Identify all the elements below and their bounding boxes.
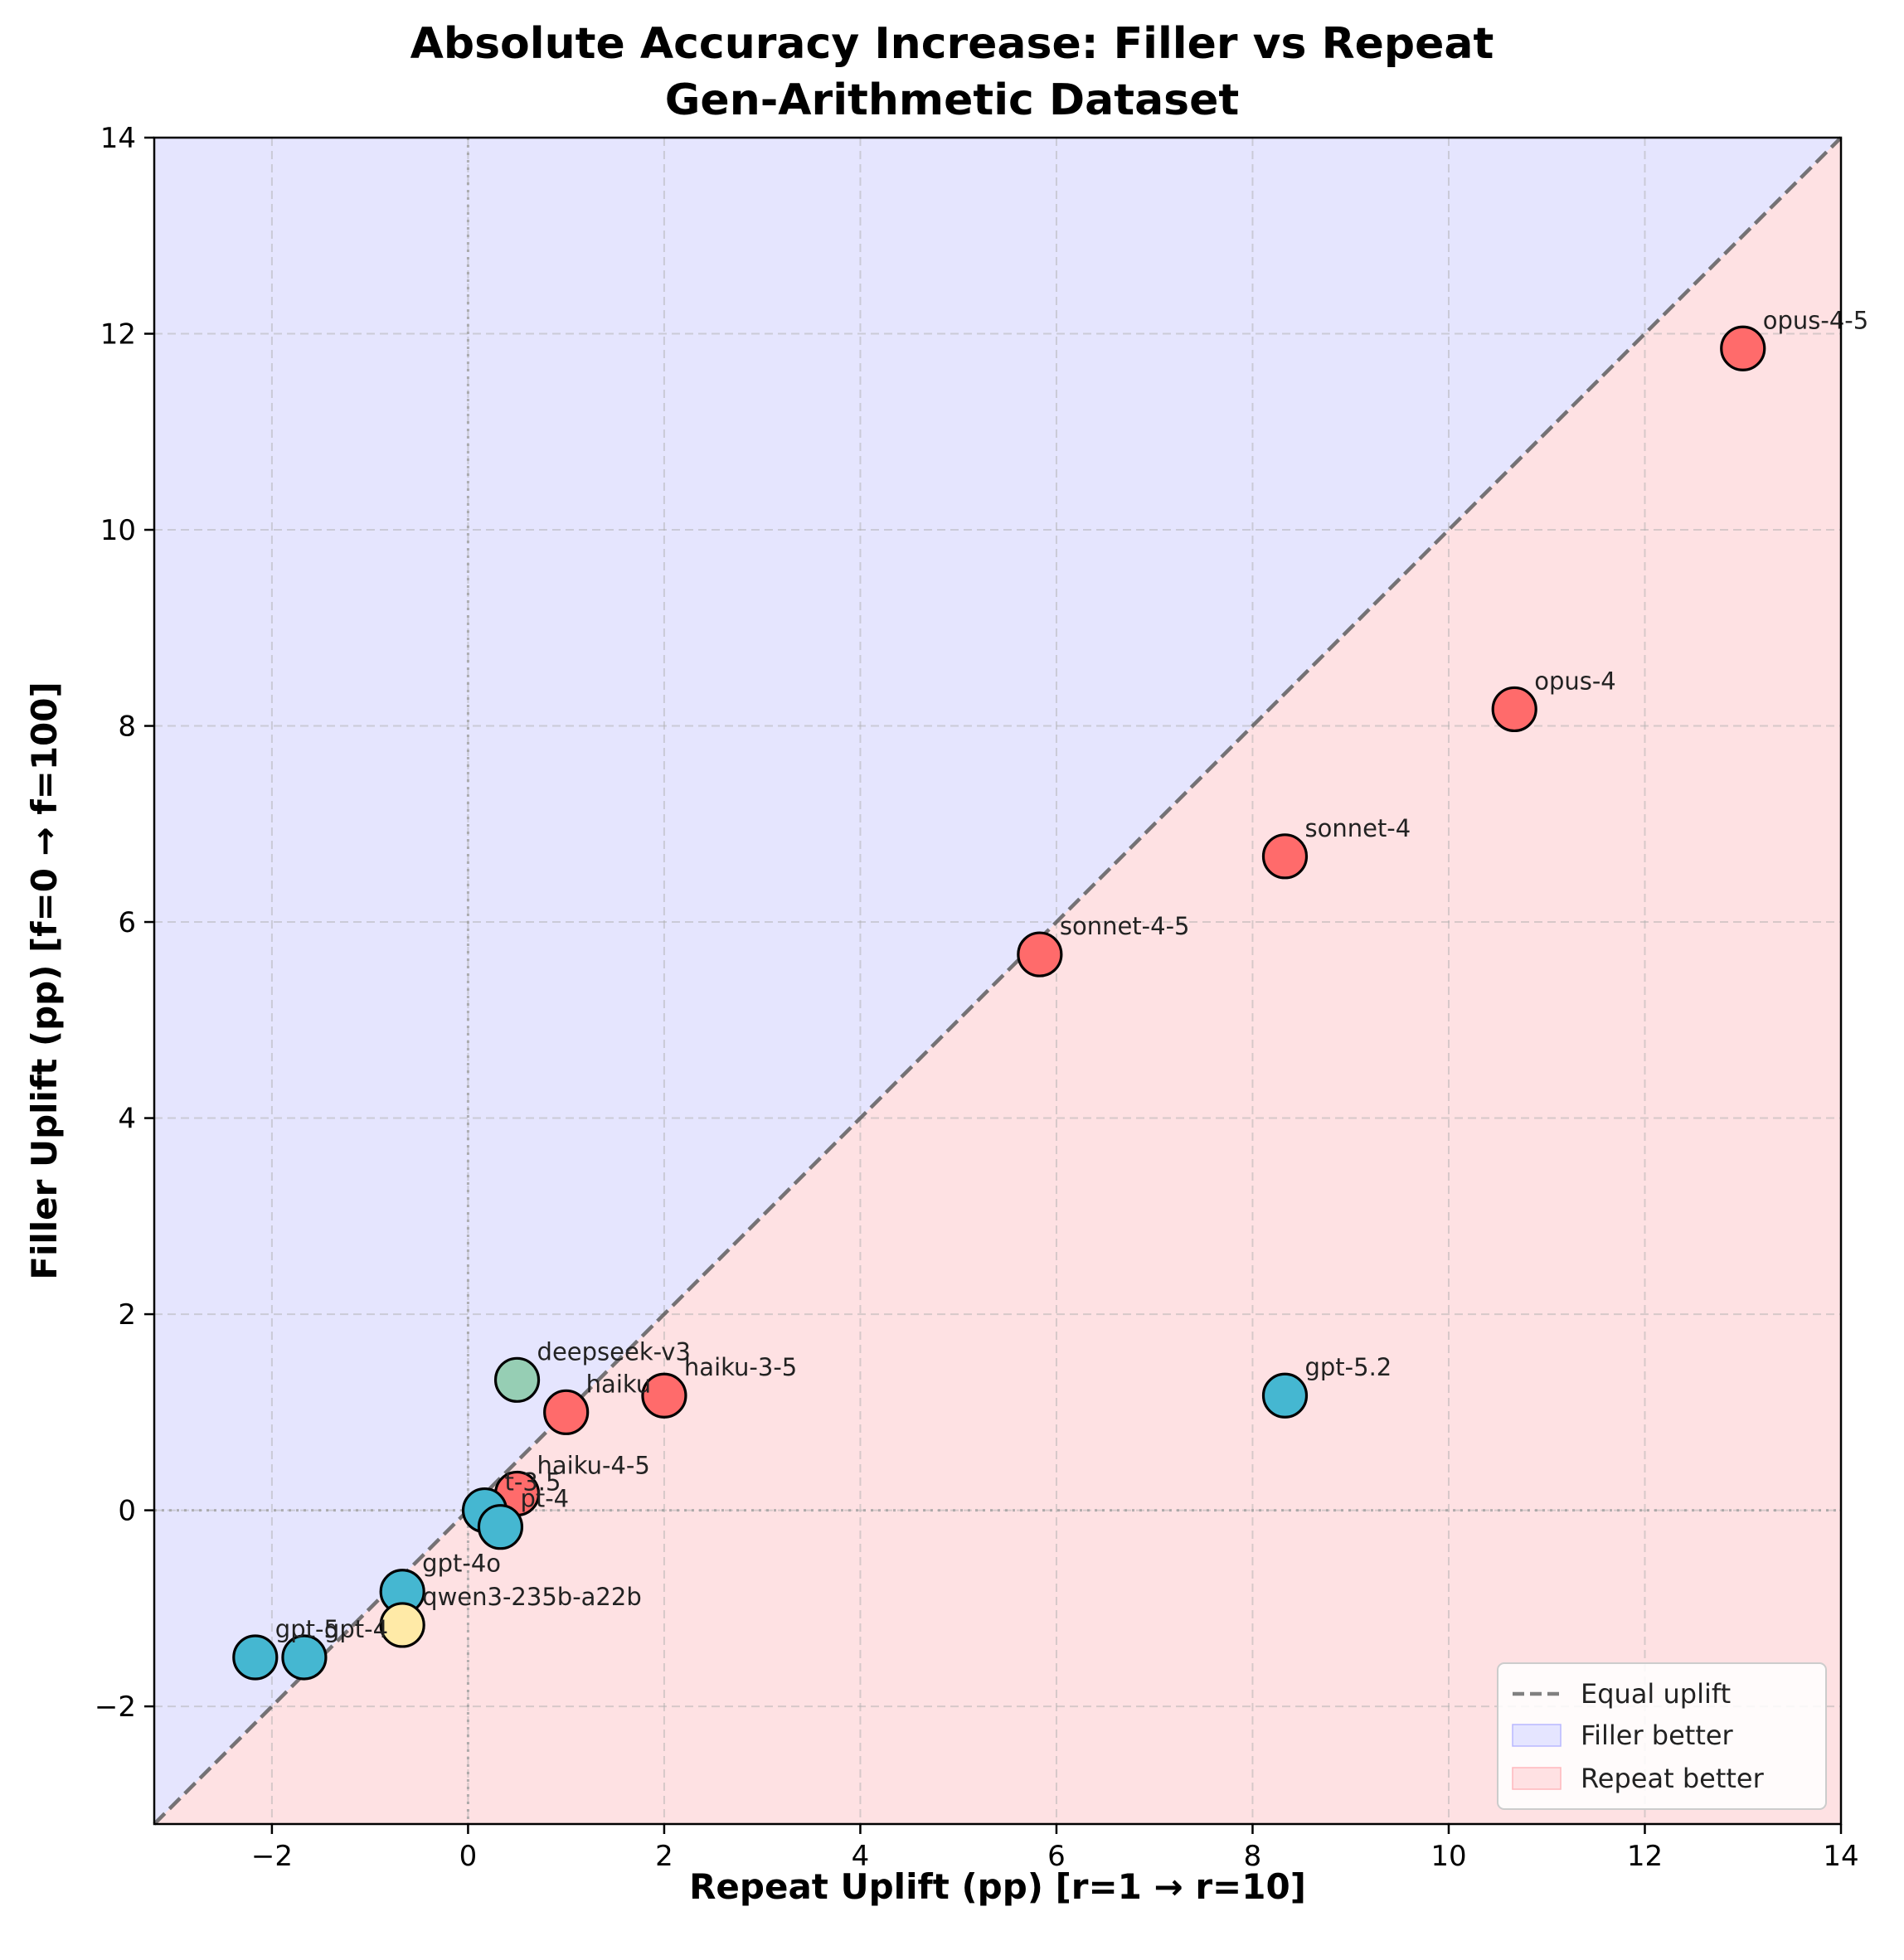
point-label-opus-4: opus-4: [1534, 667, 1616, 695]
chart-subtitle: Gen-Arithmetic Dataset: [665, 75, 1239, 125]
legend: Equal uplift Filler better Repeat better: [1497, 1662, 1827, 1810]
legend-box: [1497, 1662, 1827, 1810]
y-tick-label: 0: [118, 1495, 136, 1528]
plot-frame: [153, 136, 1843, 1826]
y-tick-label: 12: [100, 318, 136, 352]
x-tick-label: 10: [1430, 1840, 1466, 1873]
y-tick-label: −2: [95, 1691, 136, 1724]
point-label-qwen3-235b-a22b: qwen3-235b-a22b: [422, 1583, 642, 1611]
y-tick-label: 6: [118, 906, 136, 939]
data-point-gpt-4: [281, 1634, 328, 1681]
point-label-gpt-4o: gpt-4o: [422, 1550, 501, 1578]
data-point-haiku-3-5: [641, 1372, 687, 1419]
data-point-sonnet-4: [1261, 833, 1309, 880]
point-label-gpt-5.2: gpt-5.2: [1304, 1353, 1392, 1381]
point-label-opus-4-5: opus-4-5: [1763, 306, 1868, 334]
legend-filler-better-label: Filler better: [1581, 1720, 1734, 1751]
grid: [154, 137, 1842, 1824]
data-point-opus-4: [1491, 686, 1537, 733]
data-point-opus-4-5: [1720, 325, 1766, 371]
x-tick-label: 14: [1823, 1840, 1858, 1873]
point-label-t-3.5: t-3.5: [505, 1468, 561, 1497]
data-point-deepseek-v3: [493, 1356, 541, 1403]
x-tick-label: 12: [1627, 1840, 1663, 1873]
legend-repeat-better-swatch: [1512, 1767, 1562, 1790]
x-tick-label: 2: [655, 1840, 673, 1873]
point-label-haiku-4-5: haiku-4-5: [537, 1451, 650, 1479]
point-label-gpt-4: gpt-4: [324, 1615, 388, 1643]
y-tick-label: 14: [100, 122, 136, 155]
x-tick-label: 6: [1047, 1840, 1066, 1873]
y-tick-label: 2: [118, 1298, 136, 1332]
axis-ticks: −2 0 2 4 6 8 10 12 14 −2 0 2 4 6 8 10 12 14: [95, 122, 1859, 1873]
legend-filler-better-swatch: [1512, 1724, 1562, 1747]
y-axis-label: Filler Uplift (pp) [f=0 → f=100]: [24, 682, 65, 1279]
data-point-gpt-5: [232, 1634, 279, 1681]
x-tick-label: 0: [459, 1840, 478, 1873]
point-label-haiku: haiku: [586, 1370, 652, 1398]
equal-uplift-line: [153, 136, 1843, 1826]
point-label-gpt-5: gpt-5: [275, 1615, 339, 1643]
x-tick-label: 8: [1244, 1840, 1262, 1873]
point-label-sonnet-4-5: sonnet-4-5: [1060, 912, 1190, 940]
chart-title: Absolute Accuracy Increase: Filler vs Re…: [410, 19, 1494, 69]
y-tick-label: 8: [118, 711, 136, 744]
data-point-qwen3-235b-a22b: [379, 1602, 425, 1648]
point-labels: opus-4-5 opus-4 sonnet-4 sonnet-4-5 gpt-5.2 d…: [275, 306, 1868, 1643]
x-tick-label: 4: [852, 1840, 870, 1873]
y-tick-label: 10: [100, 514, 136, 547]
point-label-sonnet-4: sonnet-4: [1304, 814, 1411, 842]
y-tick-label: 4: [118, 1103, 136, 1136]
data-point-gpt-5.2: [1261, 1372, 1309, 1419]
data-point-pt-4: [477, 1504, 524, 1550]
data-points: [232, 325, 1766, 1681]
point-label-deepseek-v3: deepseek-v3: [537, 1337, 691, 1366]
plot-area: opus-4-5 opus-4 sonnet-4 sonnet-4-5 gpt-5.2 d…: [153, 136, 1868, 1826]
point-label-pt-4: pt-4: [520, 1485, 569, 1513]
data-point-sonnet-4-5: [1017, 931, 1063, 978]
x-tick-label: −2: [251, 1840, 293, 1873]
data-point-haiku: [543, 1389, 590, 1435]
legend-repeat-better-label: Repeat better: [1581, 1763, 1765, 1794]
legend-equal-uplift-label: Equal uplift: [1581, 1678, 1731, 1710]
x-axis-label: Repeat Uplift (pp) [r=1 → r=10]: [689, 1866, 1306, 1907]
point-label-haiku-3-5: haiku-3-5: [684, 1353, 797, 1381]
